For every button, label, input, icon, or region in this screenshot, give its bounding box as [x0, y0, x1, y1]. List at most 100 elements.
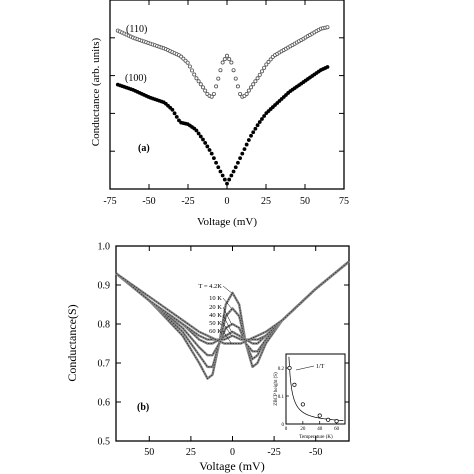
panel-a-point-100 [231, 169, 236, 174]
panel-b-curve-band [115, 260, 350, 341]
panel-a-point-100 [249, 133, 253, 138]
panel-a-point-110 [200, 85, 205, 90]
inset-data-point [326, 417, 331, 422]
panel-a-point-100 [246, 138, 251, 142]
panel-b-y-tick-label: 0.8 [98, 320, 111, 331]
panel-a-x-tick-label: 75 [339, 196, 349, 207]
panel-a-point-100 [214, 160, 218, 165]
inset-data-point [334, 419, 339, 424]
panel-a-label: (a) [138, 143, 150, 154]
panel-a-point-110 [224, 53, 229, 58]
inset-x-tick-label: 40 [317, 427, 323, 432]
panel-b-y-tick-label: 1.0 [98, 242, 111, 253]
panel-a-point-110 [203, 88, 208, 93]
panel-a-point-100 [203, 141, 208, 145]
panel-b-temperature-label: 60 K [209, 328, 222, 335]
panel-a-point-110 [233, 76, 238, 81]
panel-a-point-100 [257, 120, 262, 124]
inset-y-axis-label: ZBCP height (S) [274, 372, 279, 406]
inset-y-tick-label: 0.1 [278, 395, 285, 400]
panel-a-point-100 [236, 160, 240, 165]
panel-a-point-100 [174, 114, 179, 119]
panel-a-point-100 [209, 151, 214, 156]
panel-b-x-tick-label: 50 [144, 447, 154, 458]
panel-b-curve-1 [115, 261, 350, 368]
panel-a-point-100 [242, 147, 247, 152]
panel-a-x-tick-label: -75 [103, 196, 116, 207]
panel-a-point-100 [194, 128, 199, 133]
panel-b-curve-5 [115, 261, 350, 344]
panel-a-point-100 [238, 156, 243, 161]
panel-a-point-100 [251, 130, 256, 135]
panel-a-point-110 [214, 84, 219, 89]
panel-b-y-tick-label: 0.5 [98, 437, 111, 448]
inset-x-tick-label: 0 [285, 427, 288, 432]
panel-a-point-110 [266, 59, 271, 64]
panel-a-point-100 [170, 107, 175, 112]
panel-b-curve-0 [115, 261, 350, 380]
inset-plot: 0 20 40 60 0 0.1 0.2 1/T Temperature (K) ZBCP … [274, 353, 346, 440]
panel-a-point-100 [255, 123, 260, 128]
panel-b-curve-2 [115, 261, 350, 356]
panel-a-point-110 [246, 88, 251, 93]
panel-b-temperature-labels: T = 4.2K 10 K 20 K40 K50 K60 K [198, 283, 232, 344]
panel-a-point-100 [244, 142, 249, 147]
panel-a-point-110 [211, 91, 216, 96]
inset-data-point [317, 413, 322, 418]
panel-a-point-110 [249, 85, 254, 90]
panel-a-point-100 [325, 65, 330, 69]
panel-a-point-100 [253, 126, 258, 131]
panel-a-point-110 [222, 57, 227, 62]
panel-a-point-100 [262, 114, 267, 118]
inset-x-axis-label: Temperature (K) [299, 435, 333, 440]
inset-data-point [292, 382, 297, 387]
panel-a-point-100 [205, 144, 210, 149]
panel-a-point-110 [235, 84, 240, 89]
panel-b-x-tick-labels: 50 25 0 -25 -50 [144, 447, 322, 458]
inset-content: 0 20 40 60 0 0.1 0.2 [278, 356, 344, 432]
panel-a-point-110 [238, 91, 243, 96]
panel-a-y-axis-label: Conductance (arb. units) [90, 37, 102, 146]
panel-a-point-100 [240, 151, 245, 156]
panel-b-temperature-label: T = 4.2K [198, 283, 222, 290]
panel-b-x-tick-label: 25 [186, 447, 196, 458]
panel-a-point-110 [229, 60, 234, 65]
panel-a-point-110 [259, 69, 264, 74]
panel-a-point-100 [207, 148, 212, 152]
panel-b-temperature-pointer [222, 322, 232, 336]
panel-a-x-tick-label: 0 [225, 196, 230, 207]
panel-a-point-110 [257, 72, 262, 77]
panel-b-temperature-pointer [222, 330, 232, 344]
panel-a-points [115, 25, 330, 186]
inset-y-tick-label: 0.2 [278, 367, 285, 372]
panel-b-temperature-label: 50 K [209, 320, 222, 327]
panel-a-point-110 [192, 72, 197, 77]
inset-x-tick-label: 20 [300, 427, 306, 432]
panel-a-point-100 [229, 173, 234, 178]
panel-a-ticks [109, 0, 345, 189]
panel-a-point-110 [220, 60, 225, 65]
panel-b-y-axis-label: Conductance(S) [65, 304, 79, 381]
panel-b-temperature-pointer [222, 297, 232, 309]
panel-b-x-tick-label: 0 [230, 447, 235, 458]
panel-a-point-110 [194, 76, 199, 81]
panel-a-x-tick-label: -25 [181, 196, 194, 207]
inset-fit-curve [288, 356, 344, 421]
panel-a: -75 -50 -25 0 25 50 75 (110) (100) (a) Voltage… [90, 0, 349, 228]
panel-b-curve-3 [115, 261, 350, 344]
panel-a-point-100 [222, 177, 227, 182]
panel-a-point-110 [325, 25, 330, 30]
panel-a-point-100 [216, 165, 221, 170]
inset-annotation-arrow [295, 365, 315, 371]
panel-a-point-100 [172, 111, 177, 116]
panel-a-point-110 [209, 94, 214, 99]
panel-a-point-110 [255, 76, 260, 81]
panel-b-temperature-pointer [222, 306, 232, 325]
panel-a-point-110 [198, 82, 203, 87]
inset-x-tick-label: 60 [334, 427, 340, 432]
panel-b-x-tick-label: -50 [309, 447, 322, 458]
panel-a-point-110 [251, 82, 256, 87]
inset-data-point [287, 365, 292, 371]
panel-a-series-100-label: (100) [125, 73, 147, 84]
panel-a-point-110 [185, 60, 190, 65]
